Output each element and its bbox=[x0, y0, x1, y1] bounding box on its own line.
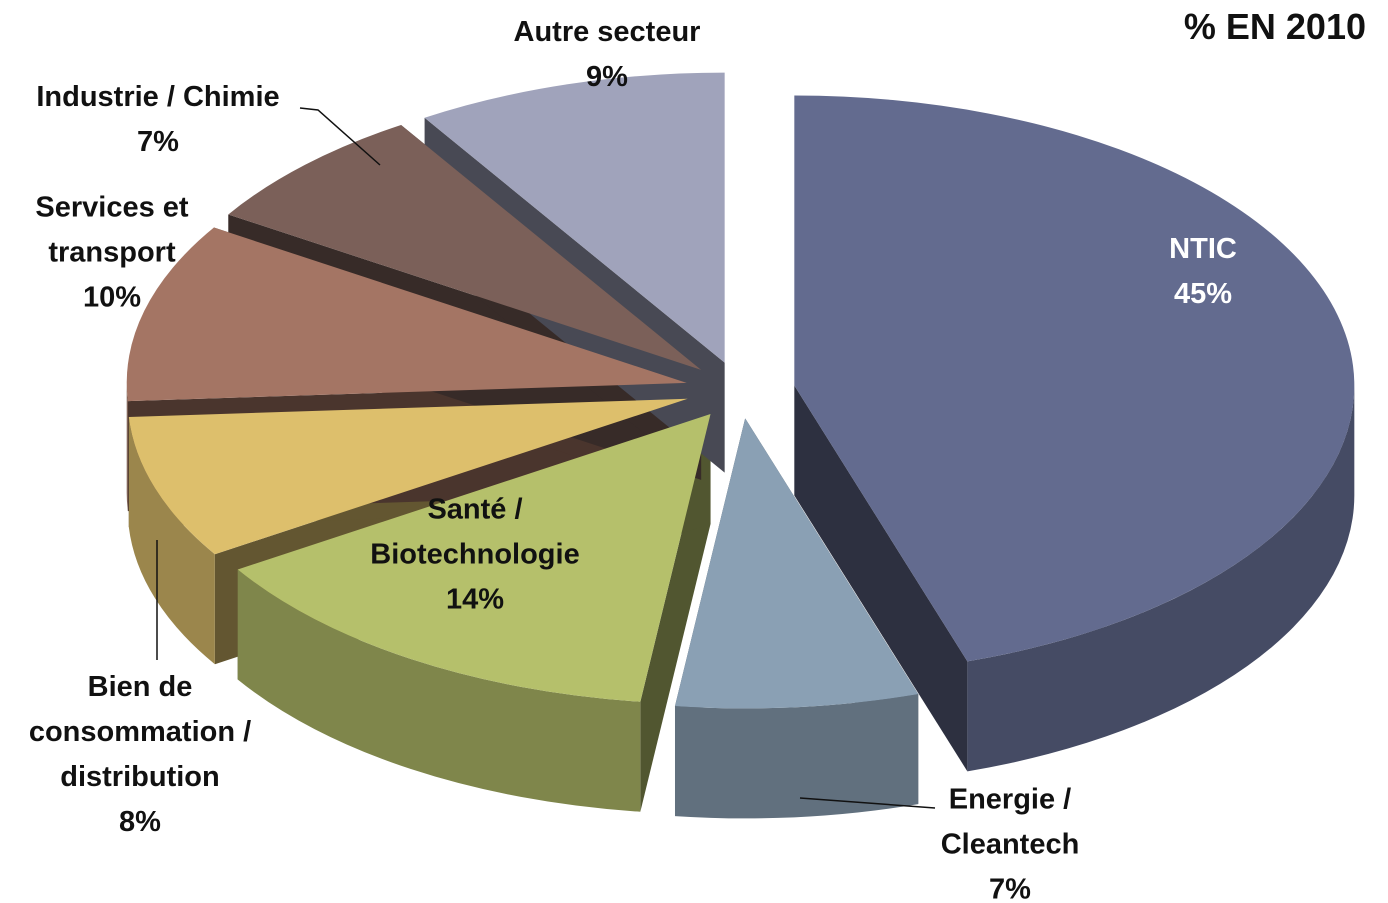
label-value: 9% bbox=[586, 61, 628, 93]
slice bbox=[674, 418, 919, 709]
leader-line bbox=[299, 107, 381, 166]
slice-side bbox=[967, 385, 1355, 772]
label-value: 7% bbox=[989, 873, 1031, 903]
label-value: 7% bbox=[137, 126, 179, 158]
slice-label: Autre secteur 9% bbox=[487, 10, 727, 100]
slice bbox=[237, 414, 711, 702]
slices bbox=[126, 72, 1355, 819]
leaders bbox=[156, 107, 936, 809]
slice-label: Energie / Cleantech 7% bbox=[900, 778, 1120, 903]
slice bbox=[128, 398, 688, 555]
label-name: Autre secteur bbox=[513, 16, 701, 48]
slice-label: Services et transport 10% bbox=[12, 186, 212, 321]
slice bbox=[794, 95, 1355, 662]
slice-wall bbox=[794, 385, 968, 772]
label-name: Bien de consommation / distribution bbox=[28, 671, 252, 793]
slice bbox=[228, 125, 702, 370]
label-value: 45% bbox=[1173, 278, 1233, 310]
chart-title: % EN 2010 bbox=[1183, 6, 1366, 47]
label-name: Services et transport bbox=[35, 191, 189, 269]
slice bbox=[126, 227, 687, 402]
slice-label: Industrie / Chimie 7% bbox=[8, 75, 308, 165]
leader-line bbox=[799, 797, 936, 809]
label-name: Energie / Cleantech bbox=[940, 783, 1080, 861]
slice-label: Bien de consommation / distribution 8% bbox=[5, 665, 275, 845]
label-name: Santé / Biotechnologie bbox=[370, 493, 580, 571]
slice-label: NTIC 45% bbox=[1103, 227, 1303, 317]
label-value: 10% bbox=[82, 281, 142, 314]
label-name: Industrie / Chimie bbox=[36, 81, 280, 113]
slice-side bbox=[237, 569, 641, 812]
slice-side bbox=[126, 382, 128, 512]
label-value: 8% bbox=[119, 806, 161, 838]
slice bbox=[424, 72, 725, 363]
slice-side bbox=[674, 694, 919, 819]
label-value: 14% bbox=[445, 583, 505, 616]
slice-label: Santé / Biotechnologie 14% bbox=[335, 488, 615, 623]
label-name: NTIC bbox=[1169, 233, 1237, 265]
slice-side bbox=[128, 417, 215, 665]
